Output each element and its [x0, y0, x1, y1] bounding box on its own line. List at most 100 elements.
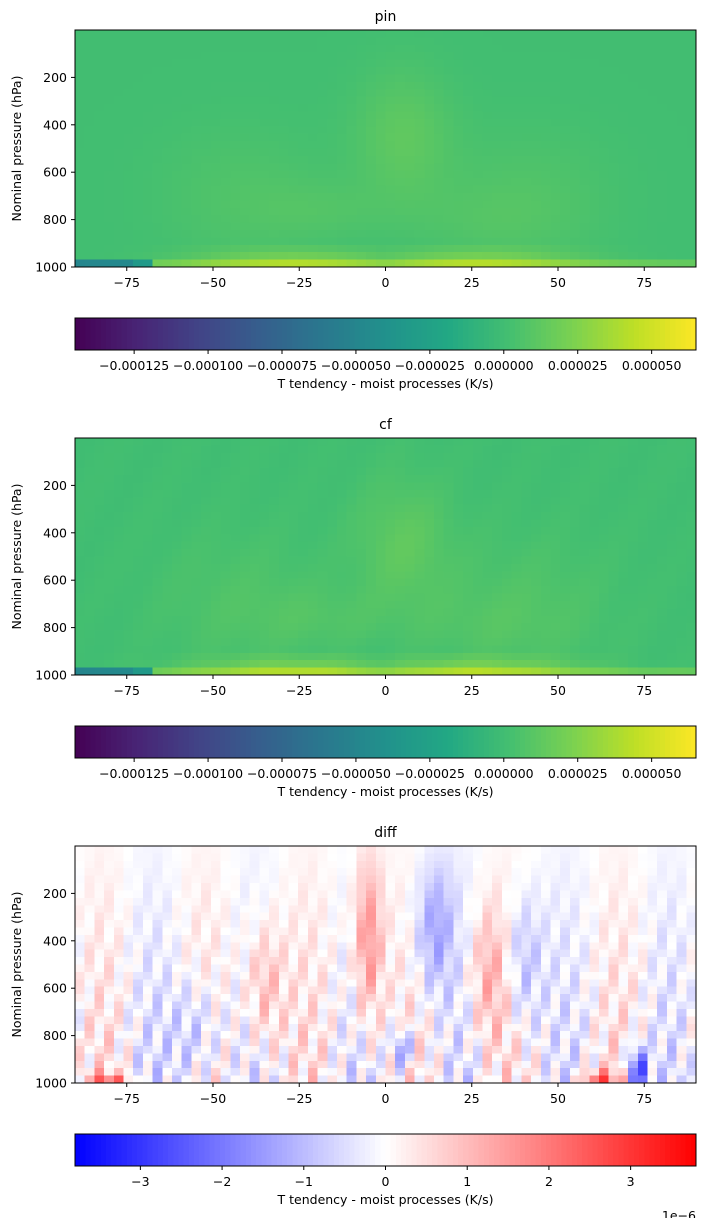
- heatmap-cell: [395, 875, 406, 884]
- heatmap-cell: [453, 30, 464, 39]
- heatmap-cell: [424, 623, 435, 632]
- heatmap-cell: [152, 111, 163, 120]
- heatmap-cell: [608, 467, 619, 476]
- heatmap-cell: [346, 600, 357, 609]
- heatmap-cell: [550, 252, 561, 261]
- heatmap-cell: [453, 526, 464, 535]
- heatmap-cell: [608, 541, 619, 550]
- heatmap-cell: [569, 74, 581, 83]
- heatmap-cell: [511, 59, 522, 68]
- heatmap-cell: [346, 89, 357, 98]
- heatmap-cell: [628, 846, 639, 855]
- heatmap-cell: [472, 89, 484, 98]
- heatmap-cell: [84, 59, 95, 68]
- heatmap-cell: [142, 504, 154, 513]
- heatmap-cell: [230, 868, 241, 877]
- heatmap-cell: [657, 178, 668, 187]
- heatmap-cell: [676, 489, 687, 498]
- heatmap-cell: [521, 883, 532, 892]
- heatmap-cell: [666, 541, 678, 550]
- heatmap-cell: [317, 630, 328, 639]
- heatmap-cell: [239, 141, 251, 150]
- heatmap-cell: [424, 504, 435, 513]
- colorbar-segment: [623, 726, 630, 758]
- heatmap-cell: [278, 549, 290, 558]
- heatmap-cell: [123, 883, 134, 892]
- heatmap-cell: [666, 890, 678, 899]
- heatmap-cell: [317, 549, 328, 558]
- heatmap-cell: [152, 74, 163, 83]
- heatmap-cell: [230, 637, 241, 646]
- colorbar-segment: [297, 318, 304, 350]
- heatmap-cell: [618, 163, 629, 172]
- heatmap-cell: [501, 44, 513, 53]
- heatmap-cell: [181, 67, 193, 76]
- heatmap-cell: [676, 571, 687, 580]
- heatmap-cell: [133, 875, 144, 884]
- heatmap-cell: [172, 67, 183, 76]
- heatmap-cell: [501, 259, 513, 268]
- heatmap-cell: [463, 630, 474, 639]
- heatmap-cell: [589, 897, 600, 906]
- heatmap-cell: [336, 853, 348, 862]
- heatmap-cell: [598, 67, 610, 76]
- heatmap-cell: [550, 504, 561, 513]
- heatmap-cell: [201, 185, 212, 194]
- heatmap-cell: [346, 905, 357, 914]
- heatmap-cell: [385, 229, 396, 238]
- heatmap-cell: [113, 185, 125, 194]
- heatmap-cell: [598, 875, 610, 884]
- heatmap-cell: [104, 875, 115, 884]
- heatmap-cell: [424, 897, 435, 906]
- heatmap-cell: [336, 89, 348, 98]
- heatmap-cell: [404, 185, 416, 194]
- heatmap-cell: [75, 905, 86, 914]
- heatmap-cell: [249, 667, 260, 676]
- colorbar-segment: [328, 318, 335, 350]
- heatmap-cell: [210, 645, 222, 654]
- heatmap-cell: [482, 615, 493, 624]
- heatmap-cell: [113, 600, 125, 609]
- heatmap-cell: [472, 67, 484, 76]
- heatmap-cell: [579, 59, 590, 68]
- heatmap-cell: [346, 519, 357, 528]
- heatmap-cell: [249, 497, 260, 506]
- heatmap-cell: [666, 126, 678, 135]
- heatmap-cell: [191, 215, 202, 224]
- heatmap-cell: [133, 74, 144, 83]
- heatmap-cell: [395, 504, 406, 513]
- heatmap-cell: [142, 556, 154, 565]
- heatmap-cell: [686, 868, 697, 877]
- heatmap-cell: [463, 81, 474, 90]
- heatmap-cell: [142, 541, 154, 550]
- heatmap-cell: [647, 563, 658, 572]
- heatmap-cell: [278, 111, 290, 120]
- heatmap-cell: [181, 452, 193, 461]
- heatmap-cell: [346, 126, 357, 135]
- heatmap-cell: [269, 860, 280, 869]
- heatmap-cell: [249, 549, 260, 558]
- heatmap-cell: [201, 883, 212, 892]
- heatmap-cell: [366, 475, 377, 484]
- heatmap-cell: [463, 52, 474, 61]
- heatmap-cell: [191, 237, 202, 246]
- heatmap-cell: [239, 482, 251, 491]
- heatmap-cell: [172, 81, 183, 90]
- heatmap-cell: [123, 118, 134, 127]
- heatmap-cell: [550, 259, 561, 268]
- heatmap-cell: [628, 460, 639, 469]
- heatmap-cell: [230, 74, 241, 83]
- heatmap-cell: [550, 652, 561, 661]
- heatmap-cell: [608, 667, 619, 676]
- heatmap-cell: [375, 586, 387, 595]
- heatmap-cell: [453, 519, 464, 528]
- heatmap-cell: [472, 252, 484, 261]
- heatmap-cell: [375, 645, 387, 654]
- heatmap-cell: [94, 192, 105, 201]
- heatmap-cell: [598, 37, 610, 46]
- heatmap-cell: [307, 96, 319, 105]
- heatmap-cell: [628, 104, 639, 113]
- heatmap-cell: [569, 667, 581, 676]
- heatmap-cell: [220, 519, 231, 528]
- heatmap-cell: [239, 192, 251, 201]
